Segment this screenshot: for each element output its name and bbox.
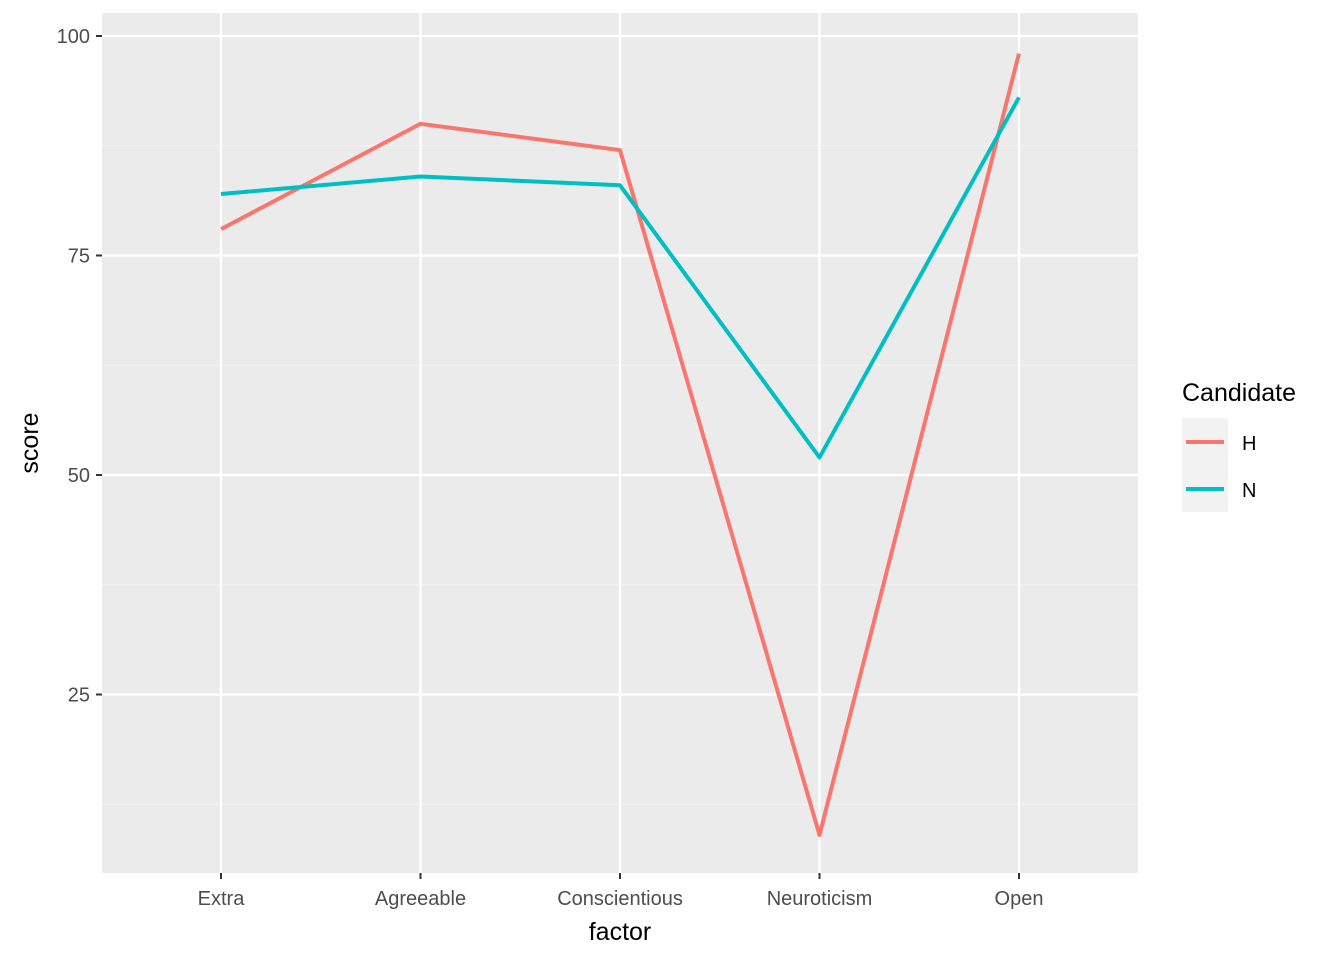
series-line-h: [220, 53, 1021, 837]
y-axis-title: score: [16, 412, 44, 473]
x-tick-label: Extra: [198, 888, 246, 910]
legend-label-h: H: [1242, 433, 1256, 455]
y-axis: 25 50 75 100: [57, 26, 102, 707]
y-tick-label: 25: [68, 685, 90, 707]
x-tick-label: Neuroticism: [767, 888, 873, 910]
y-tick-label: 75: [68, 246, 90, 268]
x-tick-label: Conscientious: [557, 888, 683, 910]
y-tick-label: 50: [68, 465, 90, 487]
series-lines: [220, 53, 1021, 837]
legend-title: Candidate: [1182, 379, 1296, 407]
series-line-n: [220, 96, 1021, 460]
y-tick-label: 100: [57, 26, 90, 48]
x-axis: Extra Agreeable Conscientious Neuroticism Op…: [198, 873, 1044, 910]
x-tick-label: Open: [995, 888, 1044, 910]
legend-label-n: N: [1242, 480, 1256, 502]
legend-items: HN: [1182, 418, 1256, 512]
legend: Candidate HN: [1182, 379, 1296, 512]
x-axis-title: factor: [589, 918, 652, 946]
x-tick-label: Agreeable: [375, 888, 466, 910]
legend-key-background: [1182, 418, 1228, 512]
